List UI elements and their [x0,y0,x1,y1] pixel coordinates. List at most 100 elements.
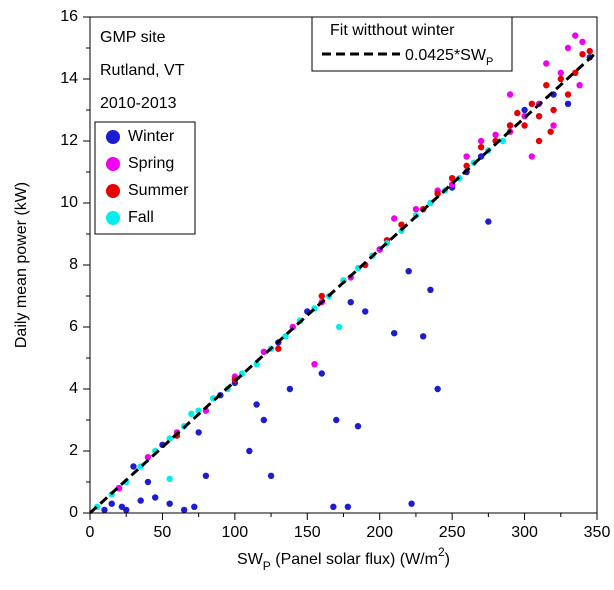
point [123,506,130,514]
point [108,500,115,507]
point [354,423,362,430]
point [434,385,441,393]
y-tick-label: 0 [69,504,78,521]
point [506,122,514,129]
point [463,153,470,160]
point [557,69,564,77]
point [330,503,337,510]
point [557,75,564,83]
point [130,463,137,470]
point [564,100,572,108]
point [579,51,586,58]
point [335,323,343,331]
point [514,109,521,117]
point [391,330,398,337]
point [253,401,260,408]
point [434,190,441,197]
x-axis-label: SWP (Panel solar flux) (W/m2) [237,545,450,573]
point [311,361,318,368]
point [579,38,586,45]
point [144,454,152,461]
point [550,122,557,129]
point [188,410,195,417]
point [547,128,554,135]
x-tick-label: 300 [511,524,538,541]
y-tick-label: 12 [60,132,78,149]
y-tick-label: 2 [69,442,78,459]
point [166,475,173,483]
point [412,206,420,213]
point [101,506,108,514]
plot-frame [89,16,598,514]
annotation: 2010-2013 [100,95,177,112]
fit-legend-label-part: P [486,56,493,68]
point [180,506,188,514]
point [144,478,152,486]
point [344,503,352,510]
x-tick-label: 250 [439,524,466,541]
legend-marker [106,211,120,225]
y-tick-label: 14 [60,70,78,87]
fit-legend-label: 0.0425*SWP [405,47,493,68]
point [137,497,144,504]
point [528,100,536,108]
legend-label: Fall [128,209,154,226]
point [477,137,485,145]
point [260,348,268,355]
legend-label: Summer [128,182,189,199]
point [195,407,202,414]
x-tick-label: 200 [366,524,393,541]
y-tick-label: 8 [69,256,78,273]
point [564,44,572,52]
point [521,106,528,114]
point [286,385,294,393]
x-tick-label: 350 [584,524,611,541]
point [246,447,253,455]
point [535,137,543,145]
point [391,215,398,222]
fit-legend-title: Fit witthout winter [330,22,455,39]
point [275,345,282,352]
annotation: Rutland, VT [100,62,185,79]
fit-line [88,50,599,515]
y-axis-label: Daily mean power (kW) [13,182,30,348]
point [499,137,507,145]
x-tick-label: 0 [86,524,95,541]
point [333,416,340,424]
x-axis-label-part: (Panel solar flux) (W/m [271,551,438,568]
point [427,286,434,293]
point [419,333,427,340]
point [318,370,325,377]
point [362,308,369,315]
y-tick-label: 10 [60,194,78,211]
y-tick-label: 16 [60,8,78,25]
fit-legend-box [311,16,513,72]
point [477,144,485,151]
point [202,472,210,479]
point [543,60,550,67]
legend-label: Spring [128,155,174,172]
point [166,500,173,507]
legend-marker [106,184,120,198]
point [485,218,492,225]
point [550,106,557,114]
point [405,268,412,275]
point [521,122,528,129]
point [576,82,583,89]
point [195,429,202,436]
legend-marker [106,130,120,144]
point [151,494,159,501]
point [282,333,289,340]
point [492,131,499,138]
point [260,416,268,424]
x-tick-label: 150 [294,524,321,541]
point [564,91,572,98]
y-tick-label: 4 [69,380,78,397]
x-tick-label: 50 [154,524,172,541]
point [448,175,456,182]
x-tick-label: 100 [222,524,249,541]
point [267,472,275,479]
point [528,153,536,160]
y-tick-label: 6 [69,318,78,335]
point [543,82,550,89]
